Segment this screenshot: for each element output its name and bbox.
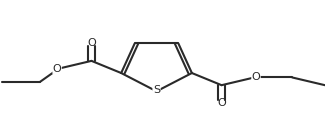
- Text: S: S: [153, 85, 160, 95]
- Text: O: O: [87, 38, 96, 48]
- Text: O: O: [53, 64, 62, 74]
- Text: O: O: [252, 72, 260, 82]
- Text: O: O: [217, 98, 226, 108]
